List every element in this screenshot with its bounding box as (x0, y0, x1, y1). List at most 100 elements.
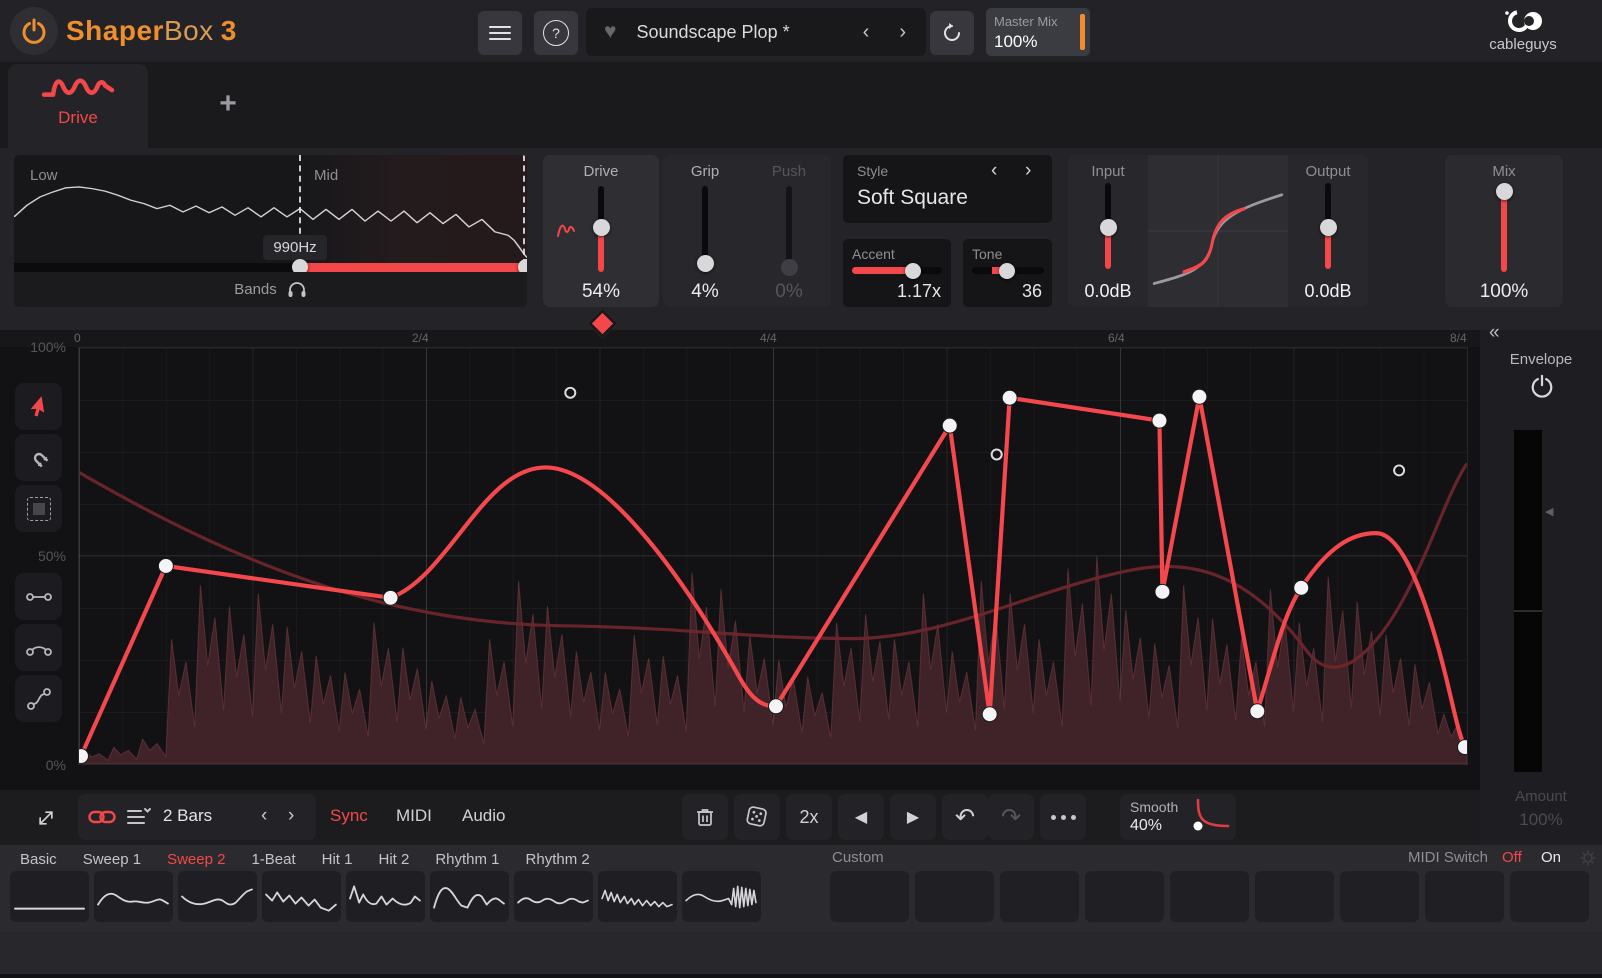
drive-value[interactable]: 54% (581, 281, 621, 302)
band-slider-track[interactable] (14, 263, 527, 272)
tool-s-curve[interactable] (15, 675, 62, 722)
length-prev-button[interactable]: ‹ (261, 805, 268, 826)
mix-slider-knob[interactable] (1496, 183, 1513, 200)
push-slider-track[interactable] (786, 186, 792, 272)
redo-button[interactable]: ↷ (988, 794, 1034, 840)
envelope-point[interactable] (1249, 703, 1266, 720)
more-options-button[interactable] (1040, 794, 1086, 840)
style-panel[interactable]: Style ‹ › Soft Square (843, 155, 1052, 223)
push-slider-knob[interactable] (781, 259, 798, 276)
trigger-midi-tab[interactable]: MIDI (396, 806, 432, 825)
preset-category-sweep2[interactable]: Sweep 2 (167, 850, 226, 868)
tool-line[interactable] (15, 573, 62, 620)
wave-thumb-9[interactable] (682, 871, 761, 922)
grip-slider-knob[interactable] (697, 255, 714, 272)
band-right-knob[interactable] (518, 259, 527, 275)
clear-wave-button[interactable] (682, 794, 728, 840)
master-mix-box[interactable]: Master Mix 100% (986, 8, 1090, 56)
tool-magnet[interactable] (15, 434, 62, 481)
input-value[interactable]: 0.0dB (1084, 281, 1132, 301)
headphones-icon[interactable] (287, 281, 307, 298)
trigger-sync-tab[interactable]: Sync (330, 806, 368, 825)
tone-value[interactable]: 36 (1021, 281, 1042, 301)
tool-arc[interactable] (15, 624, 62, 671)
undo-button[interactable]: ↶ (942, 794, 988, 840)
wave-thumb-8[interactable] (598, 871, 677, 922)
preset-category-basic[interactable]: Basic (20, 850, 57, 868)
envelope-amount-slider[interactable] (1514, 430, 1542, 772)
timeline-strip[interactable] (0, 330, 1480, 347)
midi-switch-settings-gear-icon[interactable] (1580, 850, 1596, 866)
envelope-point[interactable] (1154, 583, 1171, 600)
tool-marquee-select[interactable] (15, 485, 62, 532)
wave-thumb-7[interactable] (514, 871, 593, 922)
envelope-ghost-point[interactable] (990, 448, 1003, 461)
envelope-plot[interactable] (78, 347, 1468, 765)
drive-slider-knob[interactable] (593, 219, 610, 236)
wave-thumb-4[interactable] (262, 871, 341, 922)
midi-switch-off[interactable]: Off (1502, 849, 1522, 866)
loop-length-value[interactable]: 2 Bars (163, 806, 213, 825)
smooth-box[interactable]: Smooth 40% (1120, 794, 1236, 840)
accent-value[interactable]: 1.17x (896, 281, 941, 301)
wave-thumb-5[interactable] (346, 871, 425, 922)
preset-category-rhythm1[interactable]: Rhythm 1 (435, 850, 500, 868)
add-tab-button[interactable]: + (206, 82, 250, 126)
shift-left-button[interactable]: ◀ (838, 794, 884, 840)
wave-list-icon[interactable] (126, 807, 152, 827)
custom-wave-slot[interactable] (1510, 871, 1589, 922)
custom-wave-slot[interactable] (1000, 871, 1079, 922)
output-slider-knob[interactable] (1320, 219, 1337, 236)
wave-thumb-3[interactable] (178, 871, 257, 922)
envelope-curve[interactable] (79, 394, 1467, 759)
tab-drive[interactable]: Drive (8, 64, 148, 148)
envelope-point[interactable] (1001, 389, 1018, 406)
custom-wave-slot[interactable] (1170, 871, 1249, 922)
envelope-point[interactable] (382, 589, 399, 606)
push-value[interactable]: 0% (775, 281, 803, 302)
envelope-point[interactable] (1191, 388, 1208, 405)
favorite-heart-icon[interactable]: ♥ (604, 20, 617, 43)
output-value[interactable]: 0.0dB (1304, 281, 1352, 301)
preset-category-hit1[interactable]: Hit 1 (321, 850, 353, 868)
custom-wave-slot[interactable] (1085, 871, 1164, 922)
crossover-line[interactable] (299, 155, 301, 265)
grip-value[interactable]: 4% (691, 281, 719, 302)
envelope-ghost-point[interactable] (1393, 464, 1406, 477)
envelope-point[interactable] (157, 557, 174, 574)
envelope-point[interactable] (79, 748, 89, 764)
custom-wave-slot[interactable] (1255, 871, 1334, 922)
preset-category-sweep1[interactable]: Sweep 1 (82, 850, 142, 868)
envelope-ghost-point[interactable] (564, 386, 577, 399)
amount-value[interactable]: 100% (1519, 810, 1563, 829)
envelope-point[interactable] (1151, 412, 1168, 429)
length-next-button[interactable]: › (288, 805, 295, 826)
expand-editor-button[interactable] (24, 796, 68, 840)
wave-thumb-1[interactable] (10, 871, 89, 922)
custom-wave-slot[interactable] (915, 871, 994, 922)
envelope-point[interactable] (768, 698, 784, 715)
trigger-audio-tab[interactable]: Audio (462, 806, 506, 825)
double-wave-button[interactable]: 2x (786, 794, 832, 840)
band-crossover-knob[interactable] (292, 259, 308, 275)
preset-name[interactable]: Soundscape Plop * (636, 21, 790, 42)
randomize-wave-button[interactable] (734, 794, 780, 840)
envelope-point[interactable] (981, 706, 998, 723)
main-menu-button[interactable] (478, 11, 522, 55)
preset-category-1beat[interactable]: 1-Beat (251, 850, 296, 868)
custom-wave-slot[interactable] (1340, 871, 1419, 922)
accent-slider-knob[interactable] (905, 263, 921, 279)
envelope-power-button[interactable] (1528, 372, 1556, 400)
preset-category-rhythm2[interactable]: Rhythm 2 (525, 850, 590, 868)
custom-wave-slot[interactable] (830, 871, 909, 922)
preset-box[interactable]: ♥ Soundscape Plop * ‹ › (586, 8, 926, 56)
wave-thumb-6[interactable] (430, 871, 509, 922)
envelope-point[interactable] (1457, 739, 1467, 756)
bands-label[interactable]: Bands (234, 281, 277, 298)
mix-value[interactable]: 100% (1479, 281, 1529, 302)
plugin-power-button[interactable] (10, 7, 58, 55)
grip-slider-track[interactable] (702, 186, 708, 272)
envelope-point[interactable] (941, 417, 958, 434)
preset-prev-button[interactable]: ‹ (862, 20, 870, 43)
custom-wave-slot[interactable] (1425, 871, 1504, 922)
